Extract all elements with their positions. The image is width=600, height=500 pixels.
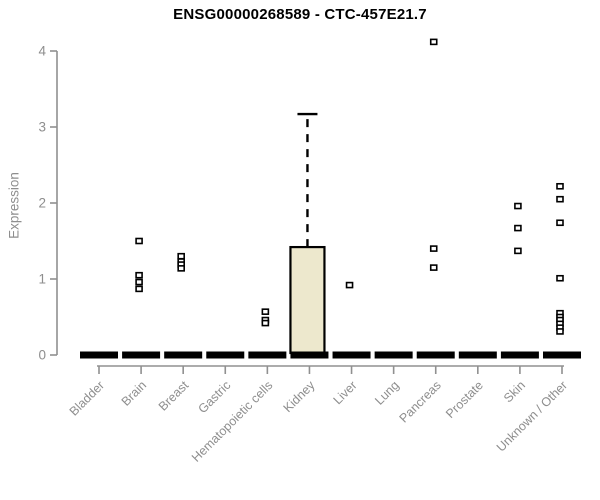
box-median-bar — [543, 351, 581, 359]
y-tick-label: 2 — [38, 196, 46, 211]
box-median-bar — [416, 351, 455, 359]
outlier-point — [429, 264, 438, 271]
box-iqr — [289, 245, 326, 355]
box-median-bar — [80, 351, 118, 359]
x-tick-label: Prostate — [443, 378, 486, 421]
outlier-point — [135, 237, 143, 245]
outlier-point — [556, 328, 564, 335]
outlier-point — [556, 219, 564, 227]
outlier-point — [135, 271, 143, 279]
x-tick-label: Pancreas — [397, 378, 444, 425]
box-median-bar — [458, 351, 497, 359]
x-tick-label: Hematopoietic cells — [189, 378, 276, 465]
box-median-bar — [248, 351, 287, 359]
x-tick-label: Bladder — [67, 378, 107, 418]
outlier-point — [261, 308, 270, 315]
box-median-bar — [122, 351, 161, 359]
box-median-bar — [374, 351, 413, 359]
outlier-point — [135, 278, 143, 286]
x-tick-label: Brain — [119, 378, 150, 409]
box-median-bar — [332, 351, 371, 359]
box-median-bar — [500, 351, 539, 359]
y-tick-label: 4 — [38, 44, 46, 59]
outlier-point — [514, 202, 522, 210]
y-tick-label: 3 — [38, 120, 46, 135]
box-median-bar — [164, 351, 203, 359]
x-tick-label: Breast — [156, 378, 192, 414]
x-tick-label: Liver — [331, 378, 360, 407]
outlier-point — [429, 38, 438, 46]
chart-title: ENSG00000268589 - CTC-457E21.7 — [173, 6, 427, 23]
outlier-point — [514, 247, 522, 255]
outlier-point — [261, 319, 270, 327]
x-tick-label: Kidney — [281, 378, 318, 415]
x-tick-label: Skin — [501, 378, 528, 405]
box-median-bar — [206, 351, 245, 359]
outlier-point — [345, 281, 354, 289]
outlier-point — [514, 224, 522, 232]
x-tick-label: Gastric — [195, 378, 233, 416]
outlier-point — [556, 182, 564, 190]
outlier-point — [556, 195, 564, 203]
y-tick-label: 0 — [38, 348, 46, 363]
outlier-point — [556, 274, 564, 282]
box-median-bar — [290, 351, 329, 359]
outlier-point — [429, 245, 438, 252]
outlier-point — [135, 285, 143, 293]
x-tick-label: Lung — [372, 378, 402, 408]
outlier-point — [177, 265, 185, 272]
outlier-point — [177, 252, 185, 260]
y-tick-label: 1 — [38, 272, 46, 287]
